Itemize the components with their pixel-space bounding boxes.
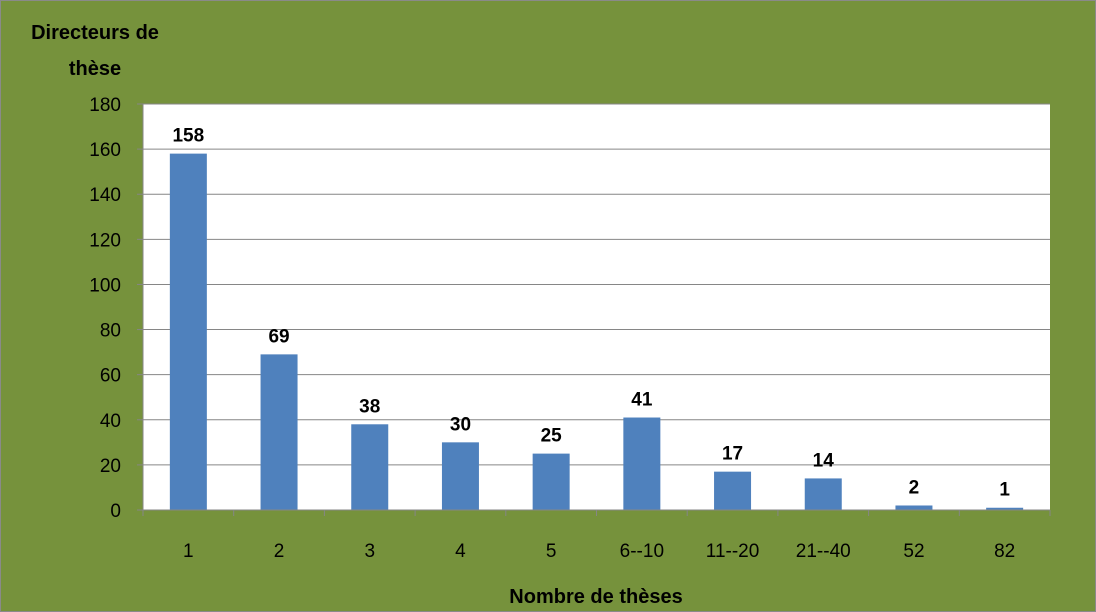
data-label: 41	[631, 390, 653, 411]
bar-4	[441, 442, 479, 510]
y-tick-label: 160	[89, 140, 121, 161]
bar-1	[169, 153, 207, 510]
y-tick-label: 120	[89, 230, 121, 251]
data-label: 38	[359, 396, 380, 417]
x-tick-label: 1	[183, 541, 194, 562]
data-label: 30	[450, 414, 471, 435]
data-label: 1	[999, 480, 1010, 501]
x-tick-label: 3	[364, 541, 375, 562]
x-axis-tick-labels: 1 2 3 4 5 6--10 11--20 21--40 52 82	[183, 541, 1015, 562]
x-tick-label: 82	[994, 541, 1015, 562]
y-tick-label: 140	[89, 185, 121, 206]
bar-21--40	[804, 478, 842, 510]
x-axis-title: Nombre de thèses	[509, 586, 682, 608]
bar-5	[532, 453, 570, 510]
bar-6--10	[623, 417, 661, 510]
y-axis-title-line-2: thèse	[69, 58, 121, 80]
bar-2	[260, 354, 298, 510]
data-labels: 158 69 38 30 25 41 17 14 2 1	[172, 126, 1010, 501]
bar-82	[986, 507, 1024, 510]
y-tick-label: 0	[110, 501, 121, 522]
x-tick-label: 52	[903, 541, 924, 562]
data-label: 158	[172, 126, 204, 147]
y-tick-label: 60	[100, 366, 121, 387]
x-tick-label: 21--40	[796, 541, 851, 562]
x-tick-label: 2	[274, 541, 285, 562]
y-tick-label: 100	[89, 275, 121, 296]
x-tick-label: 5	[546, 541, 557, 562]
x-tick-label: 11--20	[706, 541, 760, 562]
y-axis-tick-labels: 0 20 40 60 80 100 120 140 160 180	[89, 95, 121, 522]
y-tick-label: 180	[89, 95, 121, 116]
x-tick-label: 4	[455, 541, 466, 562]
y-tick-label: 80	[100, 321, 121, 342]
bars	[169, 153, 1024, 510]
x-tick-label: 6--10	[620, 541, 664, 562]
data-label: 17	[722, 444, 743, 465]
data-label: 25	[541, 426, 563, 447]
data-label: 2	[909, 477, 920, 498]
bar-52	[895, 505, 933, 510]
data-label: 69	[268, 326, 289, 347]
y-tick-label: 40	[100, 411, 121, 432]
data-label: 14	[813, 450, 835, 471]
y-axis-title-line-1: Directeurs de	[31, 22, 159, 44]
y-tick-label: 20	[100, 456, 121, 477]
bar-3	[351, 424, 389, 510]
axes	[142, 104, 1051, 516]
bar-11--20	[714, 471, 752, 510]
